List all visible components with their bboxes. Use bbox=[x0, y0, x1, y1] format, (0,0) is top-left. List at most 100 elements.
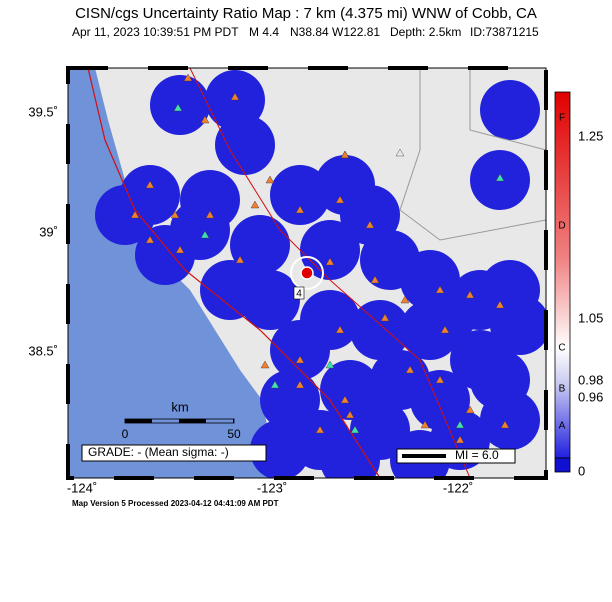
station bbox=[250, 200, 260, 209]
lon-label: -122˚ bbox=[443, 480, 473, 495]
event-date: Apr 11, 2023 10:39:51 PM PDT bbox=[72, 25, 239, 39]
epicenter bbox=[300, 266, 314, 280]
scale-label: 0 bbox=[122, 427, 129, 441]
uncertainty-blob bbox=[215, 115, 275, 175]
colorbar-tick: 0.98 bbox=[578, 372, 603, 387]
station bbox=[400, 295, 410, 304]
station bbox=[395, 148, 405, 157]
station bbox=[495, 300, 505, 309]
title: CISN/cgs Uncertainty Ratio Map : 7 km (4… bbox=[75, 5, 537, 22]
location: N38.84 W122.81 bbox=[290, 25, 380, 39]
uncertainty-blob bbox=[320, 430, 380, 478]
station bbox=[380, 313, 390, 322]
station bbox=[325, 257, 335, 266]
uncertainty-blob bbox=[480, 390, 540, 450]
blob-group bbox=[95, 70, 546, 478]
fault-line bbox=[87, 68, 381, 478]
uncertainty-blob bbox=[480, 80, 540, 140]
scale-label: 50 bbox=[227, 427, 241, 441]
county-line bbox=[469, 68, 546, 151]
station bbox=[370, 275, 380, 284]
station bbox=[340, 150, 350, 159]
station bbox=[420, 420, 430, 429]
station bbox=[205, 210, 215, 219]
uncertainty-blob bbox=[340, 185, 400, 245]
uncertainty-blob bbox=[400, 300, 460, 360]
colorbar bbox=[554, 91, 571, 459]
station bbox=[335, 325, 345, 334]
uncertainty-blob bbox=[250, 420, 310, 478]
station bbox=[455, 435, 465, 444]
map-area: 4 bbox=[68, 68, 546, 478]
station-label-box bbox=[293, 286, 305, 300]
magnitude: M 4.4 bbox=[249, 25, 279, 39]
uncertainty-blob bbox=[230, 215, 290, 275]
lat-label: 39˚ bbox=[39, 224, 58, 239]
station bbox=[315, 425, 325, 434]
colorbar-below bbox=[554, 457, 571, 473]
station bbox=[295, 205, 305, 214]
station bbox=[455, 420, 465, 429]
station bbox=[200, 230, 210, 239]
grade-letter: A bbox=[559, 421, 566, 432]
county-line bbox=[399, 68, 546, 241]
station bbox=[235, 255, 245, 264]
uncertainty-blob bbox=[350, 300, 410, 360]
station bbox=[170, 210, 180, 219]
grade-letter: D bbox=[558, 221, 565, 232]
colorbar-tick: 1.05 bbox=[578, 310, 603, 325]
station bbox=[295, 380, 305, 389]
mmi-box bbox=[396, 448, 516, 464]
lat-label: 39.5˚ bbox=[28, 104, 58, 119]
station-label: 4 bbox=[296, 289, 302, 300]
station bbox=[295, 355, 305, 364]
colorbar-tick: 0 bbox=[578, 463, 585, 478]
station bbox=[345, 410, 355, 419]
station bbox=[173, 103, 183, 112]
station bbox=[183, 73, 193, 82]
lon-label: -124˚ bbox=[67, 480, 97, 495]
uncertainty-blob bbox=[150, 75, 210, 135]
station bbox=[130, 210, 140, 219]
station bbox=[405, 365, 415, 374]
grade-letter: B bbox=[559, 384, 566, 395]
depth: Depth: 2.5km bbox=[390, 25, 461, 39]
station bbox=[465, 405, 475, 414]
grade-letter: C bbox=[558, 343, 565, 354]
station bbox=[265, 175, 275, 184]
station bbox=[175, 245, 185, 254]
station bbox=[260, 360, 270, 369]
colorbar-tick: 1.25 bbox=[578, 128, 603, 143]
ocean bbox=[68, 68, 290, 478]
station bbox=[325, 360, 335, 369]
station bbox=[200, 115, 210, 124]
uncertainty-blob bbox=[490, 295, 546, 355]
station bbox=[230, 92, 240, 101]
station bbox=[335, 195, 345, 204]
station bbox=[500, 420, 510, 429]
colorbar-tick: 0.96 bbox=[578, 389, 603, 404]
station bbox=[270, 380, 280, 389]
lon-label: -123˚ bbox=[257, 480, 287, 495]
grade-box bbox=[81, 444, 267, 462]
station bbox=[435, 375, 445, 384]
station bbox=[440, 325, 450, 334]
uncertainty-blob bbox=[270, 320, 330, 380]
station-group bbox=[130, 73, 510, 444]
station bbox=[435, 285, 445, 294]
fault-line bbox=[189, 68, 471, 478]
station bbox=[495, 173, 505, 182]
station bbox=[145, 180, 155, 189]
station bbox=[365, 220, 375, 229]
scale-bar-frame bbox=[124, 418, 235, 424]
station bbox=[340, 395, 350, 404]
station bbox=[350, 425, 360, 434]
footer: Map Version 5 Processed 2023-04-12 04:41… bbox=[72, 499, 279, 508]
event-id: ID:73871215 bbox=[470, 25, 539, 39]
map-frame bbox=[67, 67, 547, 479]
lat-label: 38.5˚ bbox=[28, 343, 58, 358]
grade: GRADE: - (Mean sigma: -) bbox=[88, 445, 229, 459]
uncertainty-blob bbox=[170, 200, 230, 260]
uncertainty-blob bbox=[95, 185, 155, 245]
